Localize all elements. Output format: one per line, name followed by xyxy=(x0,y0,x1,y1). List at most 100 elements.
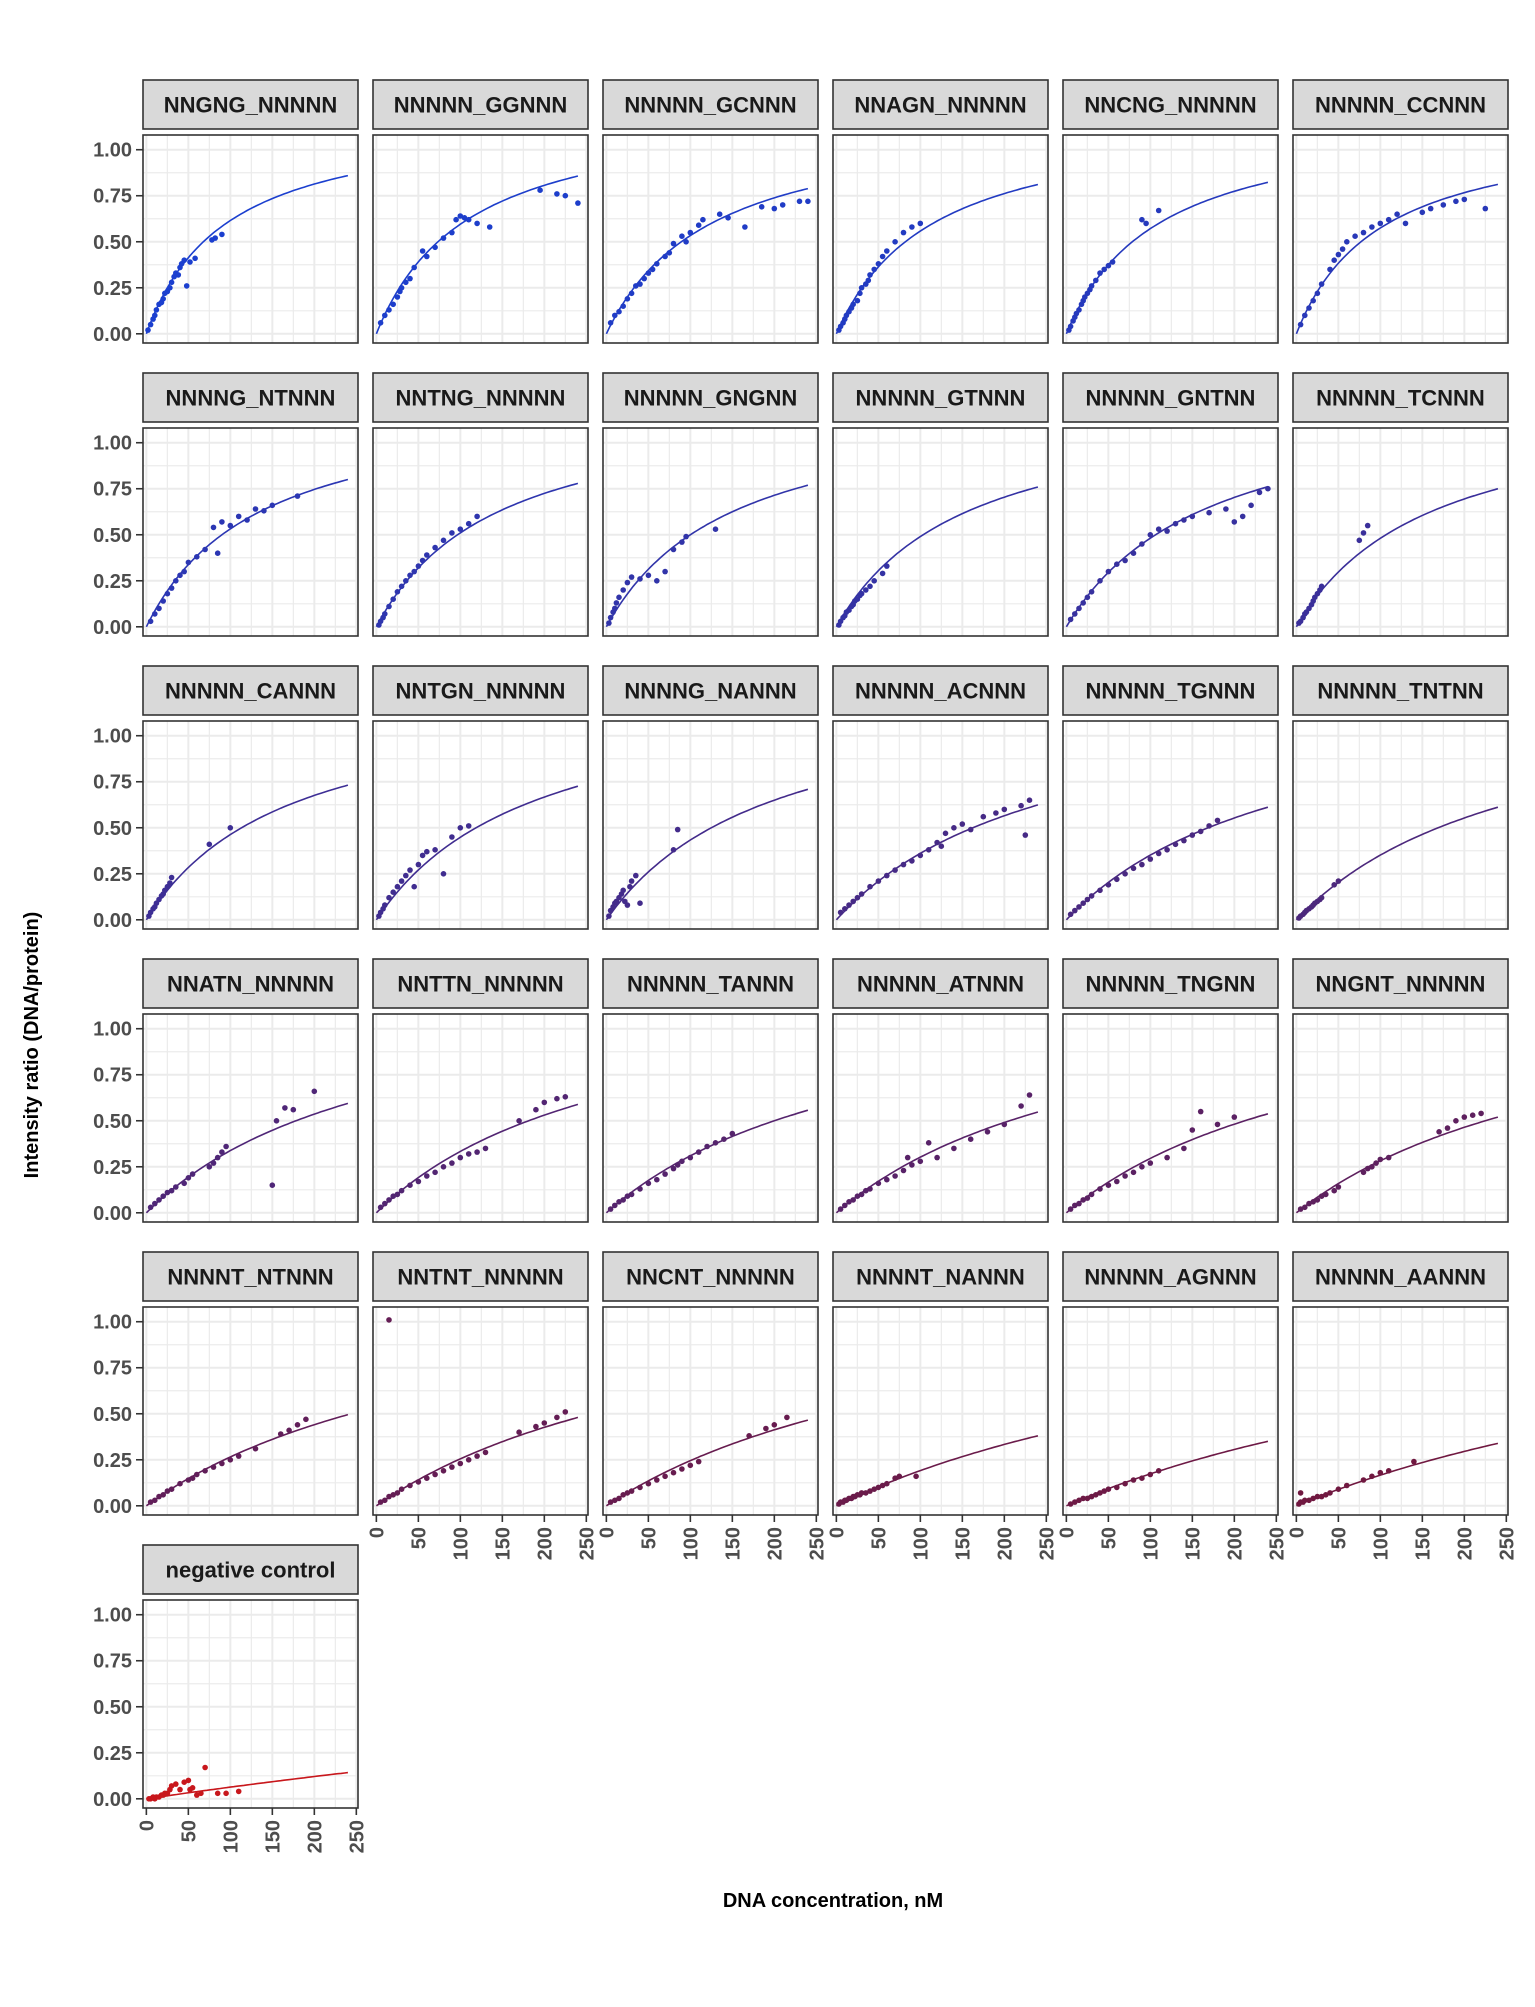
data-point xyxy=(917,852,924,859)
panel-border xyxy=(372,1013,589,1223)
facet-strip xyxy=(832,1251,1049,1302)
data-point xyxy=(311,1088,318,1095)
plot-background xyxy=(373,1014,588,1222)
data-point xyxy=(1314,1493,1321,1500)
data-points xyxy=(607,1130,736,1212)
data-point xyxy=(1105,1486,1112,1492)
x-axis: 0 50 100 150 200 250 xyxy=(1056,1515,1288,1560)
y-tick-label: 0.00 xyxy=(93,617,132,639)
facet-label: NNNNN_AANNN xyxy=(1315,1265,1486,1290)
data-point xyxy=(695,1458,702,1465)
data-point xyxy=(432,1471,438,1478)
data-point xyxy=(1147,532,1154,538)
data-point xyxy=(712,526,719,532)
data-point xyxy=(1419,209,1426,216)
fit-curve xyxy=(835,486,1039,628)
facet-strip xyxy=(1062,372,1279,423)
y-tick-label: 0.75 xyxy=(93,479,132,501)
data-point xyxy=(612,1202,618,1209)
x-tick-label: 250 xyxy=(1496,1527,1518,1560)
data-point xyxy=(725,215,731,221)
facet-label: NNNNT_NANNN xyxy=(856,1265,1025,1290)
data-point xyxy=(871,1486,877,1492)
data-point xyxy=(865,277,872,284)
data-point xyxy=(679,1158,685,1165)
data-point xyxy=(854,297,861,304)
data-point xyxy=(1147,856,1154,862)
data-point xyxy=(223,1143,229,1150)
facet-label: NNNNN_ACNNN xyxy=(855,679,1026,704)
data-point xyxy=(1323,1191,1329,1198)
data-point xyxy=(516,1118,522,1124)
grid xyxy=(1063,135,1278,343)
panel-border xyxy=(1062,1306,1279,1516)
y-tick-label: 0.00 xyxy=(93,910,132,932)
y-tick-label: 0.25 xyxy=(93,1743,132,1765)
facet-strip xyxy=(372,372,589,423)
data-point xyxy=(863,1490,869,1496)
data-point xyxy=(1155,850,1162,857)
fit-curve xyxy=(145,1102,349,1214)
panel-border xyxy=(1062,1013,1279,1223)
facet-strip xyxy=(1062,665,1279,716)
data-point xyxy=(1318,1493,1325,1500)
y-axis-title: Intensity ratio (DNA/protein) xyxy=(21,912,43,1179)
data-point xyxy=(440,871,447,877)
data-point xyxy=(394,294,401,300)
facet-label: NNTNG_NNNNN xyxy=(396,386,566,411)
x-tick-label: 100 xyxy=(680,1527,702,1560)
panel-border xyxy=(142,427,359,637)
data-point xyxy=(407,1182,413,1188)
data-point xyxy=(645,1480,652,1487)
facet-panel: NNATN_NNNNN 0.00 0.25 0.50 0.75 1.00 xyxy=(93,958,359,1225)
data-point xyxy=(867,883,873,890)
data-point xyxy=(168,874,175,881)
data-point xyxy=(842,1202,848,1209)
x-axis: 0 50 100 150 200 250 xyxy=(366,1515,598,1560)
data-point xyxy=(884,1480,890,1487)
data-point xyxy=(164,590,171,597)
y-tick-label: 1.00 xyxy=(93,1019,132,1041)
facet-strip xyxy=(832,665,1049,716)
data-point xyxy=(1072,1202,1078,1209)
grid xyxy=(1063,1014,1278,1222)
grid xyxy=(373,1014,588,1222)
data-points xyxy=(836,563,890,628)
facet-panel: NNNNN_AGNNN 0 50 100 150 200 250 xyxy=(1056,1251,1288,1560)
data-points xyxy=(1296,522,1371,626)
facet-strip xyxy=(372,958,589,1009)
data-point xyxy=(156,1197,162,1203)
data-point xyxy=(1097,270,1103,276)
data-point xyxy=(168,585,175,591)
facet-panel: NNNNN_CCNNN xyxy=(1292,79,1509,344)
data-point xyxy=(1139,1164,1145,1170)
facet-label: NNATN_NNNNN xyxy=(167,972,334,997)
data-point xyxy=(1331,1187,1337,1194)
data-point xyxy=(687,1462,694,1469)
data-point xyxy=(925,847,932,853)
data-point xyxy=(1335,878,1342,884)
data-point xyxy=(173,1781,179,1787)
grid xyxy=(833,1307,1048,1515)
facet-label: NNNNN_GGNNN xyxy=(394,93,568,118)
data-point xyxy=(214,1154,221,1161)
y-axis: 0.00 0.25 0.50 0.75 1.00 xyxy=(93,1605,143,1811)
panel-border xyxy=(1292,427,1509,637)
data-point xyxy=(1088,1191,1095,1198)
x-tick-label: 150 xyxy=(722,1527,744,1560)
data-point xyxy=(1097,1186,1103,1192)
facet-panel: NNNNN_ACNNN xyxy=(832,665,1049,930)
data-point xyxy=(168,1187,175,1194)
data-point xyxy=(1440,202,1447,208)
x-tick-label: 200 xyxy=(534,1527,556,1560)
data-point xyxy=(1080,600,1086,606)
data-point xyxy=(210,1464,217,1470)
data-point xyxy=(1411,1458,1417,1465)
data-point xyxy=(424,552,430,558)
data-points xyxy=(606,826,681,919)
data-point xyxy=(687,1154,694,1161)
data-points xyxy=(377,1317,569,1505)
grid xyxy=(833,428,1048,636)
data-point xyxy=(261,508,267,514)
data-point xyxy=(662,1473,668,1480)
